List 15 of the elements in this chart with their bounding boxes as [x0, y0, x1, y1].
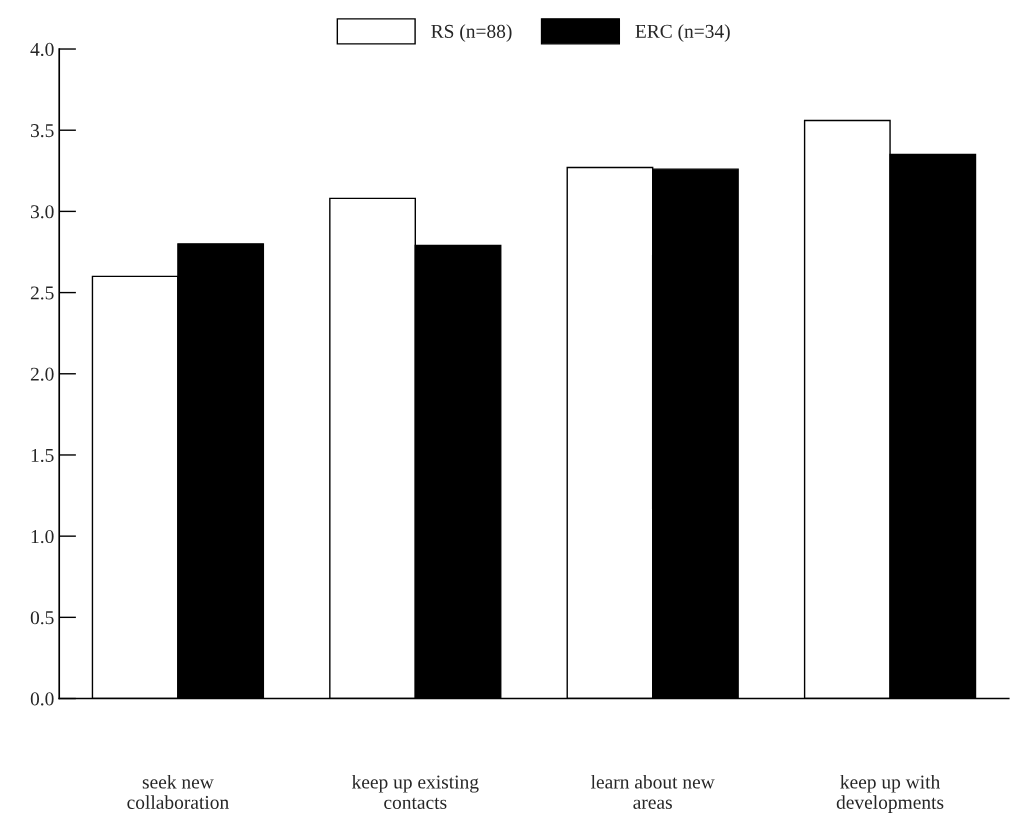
legend-label: RS (n=88) [431, 24, 512, 42]
y-tick-label: 2.0 [30, 367, 54, 381]
x-tick-label: keep up with developments [836, 774, 944, 813]
x-tick-label: learn about new areas [590, 774, 715, 809]
y-tick-label: 3.0 [30, 205, 54, 219]
y-tick-label: 3.5 [30, 124, 54, 138]
y-tick-label: 1.0 [31, 529, 54, 544]
x-tick-label: seek new collaboration [127, 774, 229, 809]
y-tick-label: 1.5 [31, 448, 54, 462]
y-tick-label: 0.5 [30, 611, 54, 625]
y-tick-label: 4.0 [30, 42, 54, 57]
y-tick-label: 2.5 [30, 286, 54, 300]
legend-label: ERC (n=34) [635, 24, 730, 42]
x-tick-label: keep up existing contacts [351, 774, 479, 809]
y-tick-label: 0.0 [30, 692, 54, 706]
